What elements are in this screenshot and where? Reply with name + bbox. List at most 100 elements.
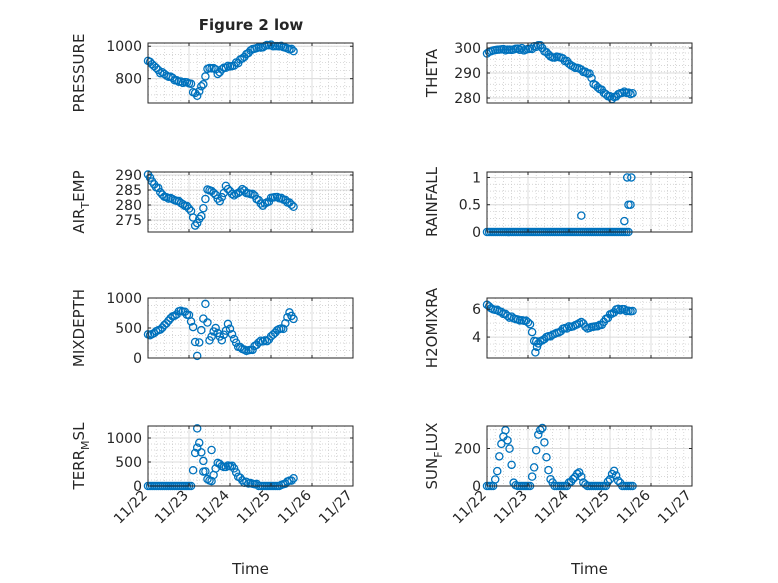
- data-point: [215, 196, 224, 206]
- data-point: [622, 173, 632, 182]
- data-point: [495, 452, 504, 461]
- y-axis-label-tail: LUX: [423, 423, 441, 452]
- y-axis-label: MIXDEPTH: [70, 289, 88, 367]
- data-point: [628, 88, 637, 98]
- data-point: [227, 461, 237, 471]
- data-point: [538, 423, 547, 433]
- data-point: [166, 313, 175, 323]
- data-point: [192, 351, 202, 361]
- data-point: [546, 332, 555, 341]
- data-point: [207, 332, 216, 341]
- y-axis-label-subscript: T: [79, 202, 92, 210]
- y-tick-label: 0.5: [459, 198, 481, 214]
- data-point: [585, 69, 594, 78]
- y-axis-label-main: PRESSURE: [70, 34, 88, 113]
- data-point: [279, 324, 288, 334]
- data-point: [207, 445, 216, 455]
- data-point: [197, 81, 206, 91]
- data-point: [266, 40, 276, 49]
- y-tick-label: 1000: [106, 431, 142, 447]
- data-point: [190, 221, 200, 230]
- y-axis-label-tail: EMP: [70, 170, 88, 201]
- y-axis-label-tail: SL: [70, 422, 88, 441]
- axes-box: [486, 171, 693, 233]
- data-point: [209, 188, 218, 198]
- data-point: [517, 43, 527, 53]
- y-axis-label: PRESSURE: [70, 34, 88, 113]
- data-point: [581, 67, 590, 77]
- y-axis-label-main: RAINFALL: [423, 166, 441, 237]
- data-point: [168, 73, 177, 83]
- data-point: [213, 194, 222, 203]
- data-point: [534, 430, 543, 439]
- data-point: [227, 189, 237, 199]
- y-axis-label-main: SUN: [423, 458, 441, 490]
- y-tick-label: 1000: [106, 291, 142, 307]
- y-tick-label: 0: [133, 479, 142, 495]
- data-point: [162, 319, 171, 328]
- data-point: [229, 191, 239, 200]
- data-point: [575, 468, 584, 477]
- data-point: [525, 319, 535, 329]
- data-point: [217, 336, 227, 345]
- data-point: [201, 72, 210, 81]
- data-point: [235, 187, 245, 196]
- data-point: [219, 330, 229, 339]
- data-point: [581, 480, 590, 489]
- data-point: [197, 448, 206, 457]
- data-point: [613, 476, 623, 485]
- data-point: [287, 476, 296, 485]
- data-point: [492, 305, 502, 315]
- data-point: [182, 201, 192, 211]
- data-point: [626, 200, 635, 209]
- data-point: [497, 439, 506, 449]
- data-point: [221, 63, 231, 73]
- data-point: [227, 329, 237, 339]
- data-point: [575, 319, 584, 328]
- y-axis-label: AIRTEMP: [70, 170, 92, 233]
- axes-box: [486, 425, 693, 487]
- y-tick-label: 6: [472, 302, 481, 318]
- data-point: [542, 452, 551, 462]
- y-tick-label: 1: [472, 170, 481, 186]
- data-point: [211, 323, 220, 333]
- data-point: [287, 200, 296, 210]
- data-point: [531, 337, 541, 346]
- data-point: [593, 322, 602, 331]
- y-tick-label: 800: [115, 72, 142, 88]
- data-point: [151, 63, 161, 73]
- data-point: [223, 184, 233, 194]
- data-point: [192, 91, 202, 101]
- data-point: [609, 466, 619, 476]
- y-axis-label-main: H2OMIXRA: [423, 287, 441, 368]
- data-point: [529, 463, 539, 472]
- data-point: [192, 424, 202, 433]
- axes-box: [147, 171, 354, 233]
- data-point: [289, 46, 298, 56]
- data-point: [601, 90, 611, 99]
- axes-box: [147, 425, 354, 487]
- data-point: [531, 446, 541, 455]
- y-axis-label-main: TERR: [70, 450, 88, 491]
- data-point: [186, 79, 196, 89]
- data-point: [209, 63, 218, 73]
- data-point: [217, 192, 227, 202]
- y-tick-label: 275: [115, 213, 142, 229]
- data-point: [532, 342, 542, 352]
- data-point: [515, 45, 525, 55]
- data-point: [194, 86, 204, 96]
- data-point: [256, 199, 265, 208]
- data-point: [276, 193, 286, 203]
- data-point: [194, 338, 204, 347]
- data-point: [194, 438, 204, 447]
- y-axis-label-main: THETA: [423, 48, 441, 98]
- data-point: [527, 472, 537, 481]
- data-point: [235, 473, 245, 482]
- y-tick-label: 0: [472, 225, 481, 241]
- data-point: [223, 319, 233, 329]
- data-point: [505, 444, 514, 453]
- data-point: [188, 322, 198, 332]
- y-axis-label-main: MIXDEPTH: [70, 289, 88, 367]
